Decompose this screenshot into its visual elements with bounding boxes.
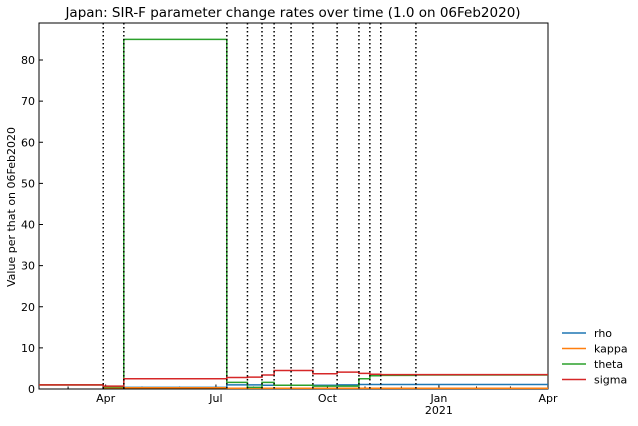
plot-frame: [38, 22, 549, 390]
legend-label-sigma: sigma: [594, 374, 627, 387]
x-tick-label: Jan: [429, 392, 447, 405]
chart-title: Japan: SIR-F parameter change rates over…: [64, 5, 520, 21]
x-tick-label: Oct: [318, 392, 338, 405]
y-tick-label: 50: [21, 177, 35, 190]
legend-label-rho: rho: [594, 327, 612, 340]
y-tick-label: 10: [21, 342, 35, 355]
x-tick-label: Apr: [96, 392, 116, 405]
series-line-sigma: [39, 369, 548, 387]
series-line-theta: [39, 38, 548, 389]
y-tick-label: 70: [21, 95, 35, 108]
x-tick-label: Jul: [208, 392, 222, 405]
legend: rho kappa theta sigma: [562, 327, 628, 387]
y-tick-label: 30: [21, 260, 35, 273]
y-tick-label: 40: [21, 219, 35, 232]
y-tick-label: 0: [28, 383, 35, 396]
y-tick-label: 20: [21, 301, 35, 314]
x-tick-label: Apr: [538, 392, 558, 405]
legend-label-theta: theta: [594, 358, 623, 371]
y-tick-label: 80: [21, 54, 35, 67]
y-tick-label: 60: [21, 136, 35, 149]
legend-label-kappa: kappa: [594, 343, 628, 356]
x-tick-sublabel: 2021: [425, 404, 453, 417]
y-axis-label: Value per that on 06Feb2020: [5, 127, 18, 287]
